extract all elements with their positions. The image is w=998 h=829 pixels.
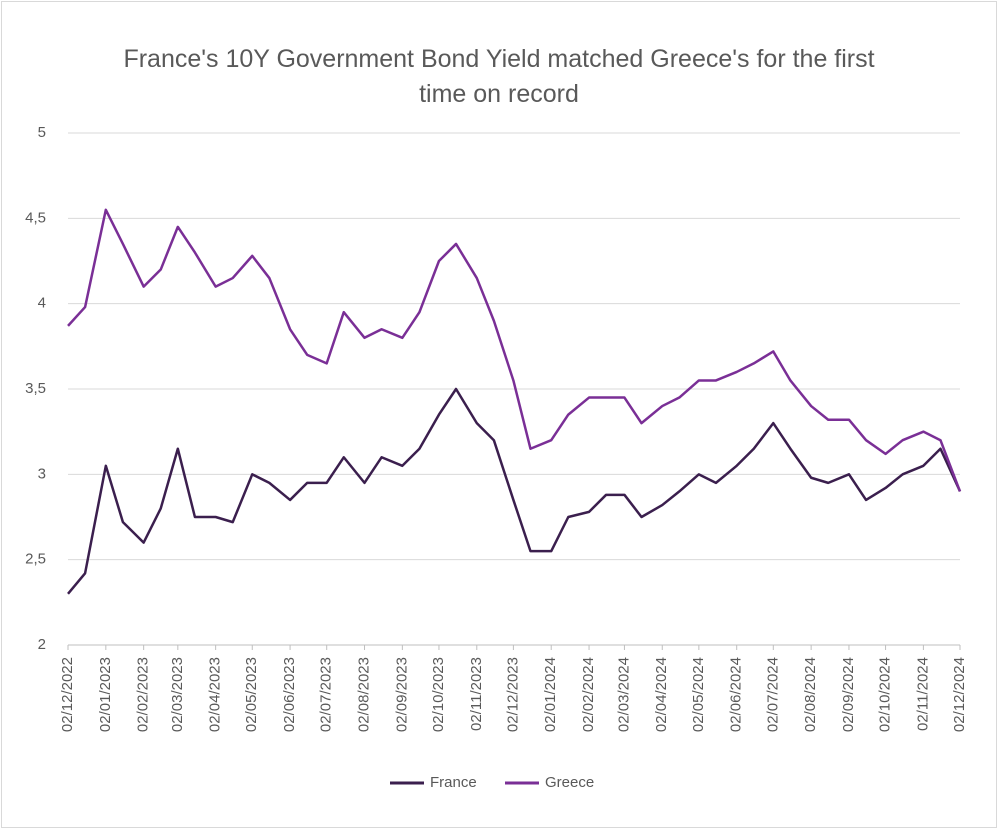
x-tick-label: 02/07/2023 bbox=[318, 657, 335, 732]
x-tick-label: 02/11/2024 bbox=[914, 657, 931, 731]
series-line bbox=[67, 208, 962, 492]
x-tick-label: 02/03/2024 bbox=[615, 657, 632, 732]
x-tick-label: 02/11/2023 bbox=[468, 657, 485, 731]
x-tick-label: 02/08/2024 bbox=[802, 657, 819, 732]
x-tick-label: 02/02/2024 bbox=[580, 657, 597, 732]
y-tick-label: 3 bbox=[38, 465, 46, 482]
x-tick-label: 02/12/2022 bbox=[59, 657, 76, 732]
y-tick-label: 2 bbox=[38, 636, 46, 653]
x-tick-label: 02/06/2024 bbox=[728, 657, 745, 732]
x-tick-label: 02/09/2024 bbox=[840, 657, 857, 732]
legend-label: Greece bbox=[545, 774, 594, 791]
x-tick-label: 02/12/2023 bbox=[504, 657, 521, 732]
legend-label: France bbox=[430, 774, 477, 791]
chart-title: France's 10Y Government Bond Yield match… bbox=[123, 45, 875, 108]
y-tick-label: 5 bbox=[38, 124, 46, 141]
x-tick-label: 02/05/2023 bbox=[243, 657, 260, 732]
series-line bbox=[67, 387, 962, 595]
x-tick-label: 02/02/2023 bbox=[135, 657, 152, 732]
x-tick-label: 02/01/2023 bbox=[97, 657, 114, 732]
y-tick-label: 4,5 bbox=[25, 209, 46, 226]
x-tick-label: 02/10/2023 bbox=[430, 657, 447, 732]
x-tick-label: 02/06/2023 bbox=[281, 657, 298, 732]
x-tick-label: 02/04/2023 bbox=[207, 657, 224, 732]
x-tick-label: 02/05/2024 bbox=[690, 657, 707, 732]
x-tick-label: 02/03/2023 bbox=[169, 657, 186, 732]
x-tick-label: 02/09/2023 bbox=[393, 657, 410, 732]
y-tick-label: 2,5 bbox=[25, 551, 46, 568]
x-tick-label: 02/04/2024 bbox=[653, 657, 670, 732]
x-tick-label: 02/12/2024 bbox=[951, 657, 968, 732]
x-tick-label: 02/10/2024 bbox=[877, 657, 894, 732]
x-tick-label: 02/08/2023 bbox=[355, 657, 372, 732]
x-tick-label: 02/07/2024 bbox=[764, 657, 781, 732]
y-tick-label: 4 bbox=[38, 295, 46, 312]
y-tick-label: 3,5 bbox=[25, 380, 46, 397]
x-tick-label: 02/01/2024 bbox=[542, 657, 559, 732]
